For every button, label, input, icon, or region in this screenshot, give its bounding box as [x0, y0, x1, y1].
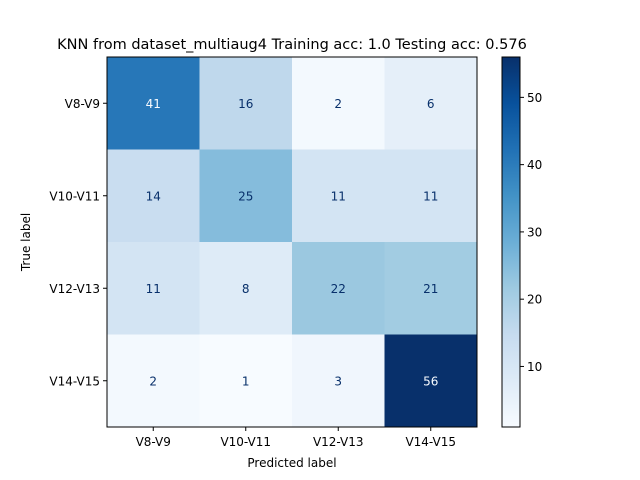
heatmap-cell — [292, 149, 385, 243]
cell-value-label: 11 — [331, 189, 346, 203]
cell-value-label: 11 — [423, 189, 438, 203]
x-axis-label: Predicted label — [247, 456, 336, 470]
y-tick-label: V14-V15 — [49, 374, 100, 388]
cell-value-label: 6 — [427, 97, 435, 111]
x-tick-label: V10-V11 — [220, 435, 271, 449]
heatmap-cell — [199, 149, 293, 243]
cell-value-label: 14 — [146, 189, 161, 203]
cell-value-label: 2 — [149, 374, 157, 388]
x-tick-label: V14-V15 — [405, 435, 456, 449]
heatmap-cell — [292, 334, 385, 428]
heatmap-cell — [384, 149, 478, 243]
cell-value-label: 11 — [146, 282, 161, 296]
y-tick-label: V12-V13 — [49, 282, 100, 296]
plot-frame — [106, 56, 478, 428]
heatmap-cell — [107, 57, 200, 150]
colorbar-tick-label: 20 — [527, 293, 542, 307]
cell-value-label: 1 — [242, 374, 250, 388]
x-tick-labels: V8-V9 V10-V11 V12-V13 V14-V15 — [136, 427, 456, 449]
colorbar-tick-label: 10 — [527, 360, 542, 374]
colorbar-ticks: 10 20 30 40 50 — [520, 91, 542, 374]
heatmap-cell — [384, 334, 478, 428]
cell-value-label: 56 — [423, 374, 438, 388]
heatmap-cell — [199, 334, 293, 428]
heatmap-cell — [107, 149, 200, 243]
colorbar-tick-label: 40 — [527, 158, 542, 172]
colorbar-tick-label: 30 — [527, 225, 542, 239]
chart-title: KNN from dataset_multiaug4 Training acc:… — [57, 37, 527, 53]
cell-value-label: 16 — [238, 97, 253, 111]
cell-value-label: 21 — [423, 282, 438, 296]
cell-value-label: 3 — [334, 374, 342, 388]
y-tick-label: V10-V11 — [49, 189, 100, 203]
x-tick-label: V12-V13 — [313, 435, 364, 449]
heatmap-cell — [199, 57, 293, 150]
heatmap-cell — [107, 242, 200, 335]
heatmap-cell — [199, 242, 293, 335]
cell-value-label: 2 — [334, 97, 342, 111]
heatmap-cell — [107, 334, 200, 428]
y-tick-label: V8-V9 — [65, 97, 100, 111]
x-tick-label: V8-V9 — [136, 435, 171, 449]
heatmap-cell — [384, 242, 478, 335]
cell-value-label: 22 — [331, 282, 346, 296]
heatmap-cell — [292, 57, 385, 150]
cell-value-label: 8 — [242, 282, 250, 296]
heatmap-cell — [292, 242, 385, 335]
colorbar-tick-label: 50 — [527, 91, 542, 105]
heatmap-cell — [384, 57, 478, 150]
colorbar — [501, 56, 521, 428]
cell-value-label: 41 — [146, 97, 161, 111]
cell-value-label: 25 — [238, 189, 253, 203]
y-axis-label: True label — [19, 213, 33, 272]
y-tick-labels: V8-V9 V10-V11 V12-V13 V14-V15 — [49, 97, 107, 388]
